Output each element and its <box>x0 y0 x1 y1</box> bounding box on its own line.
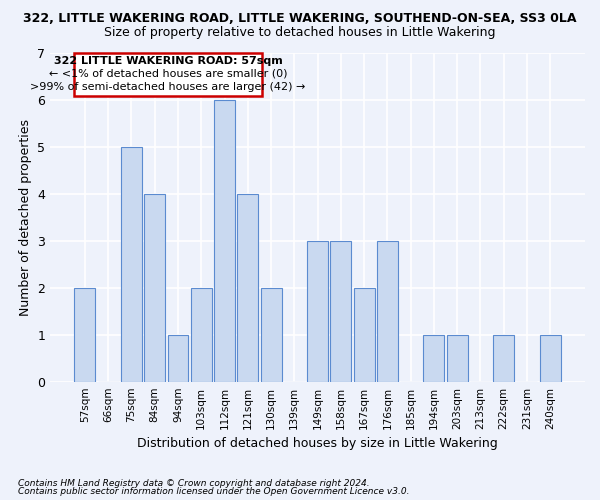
Text: Contains HM Land Registry data © Crown copyright and database right 2024.: Contains HM Land Registry data © Crown c… <box>18 478 370 488</box>
Text: Contains public sector information licensed under the Open Government Licence v3: Contains public sector information licen… <box>18 488 409 496</box>
Bar <box>74 288 95 382</box>
Y-axis label: Number of detached properties: Number of detached properties <box>19 118 32 316</box>
Bar <box>74 52 262 96</box>
Text: 322 LITTLE WAKERING ROAD: 57sqm: 322 LITTLE WAKERING ROAD: 57sqm <box>54 56 283 66</box>
Text: ← <1% of detached houses are smaller (0): ← <1% of detached houses are smaller (0) <box>49 69 287 79</box>
Bar <box>493 334 514 382</box>
Bar <box>144 194 165 382</box>
Bar <box>446 334 467 382</box>
Bar <box>424 334 445 382</box>
Bar <box>540 334 560 382</box>
Bar <box>167 334 188 382</box>
Bar <box>307 240 328 382</box>
Bar <box>238 194 258 382</box>
Text: Size of property relative to detached houses in Little Wakering: Size of property relative to detached ho… <box>104 26 496 39</box>
Bar <box>214 100 235 382</box>
Bar <box>121 146 142 382</box>
Text: 322, LITTLE WAKERING ROAD, LITTLE WAKERING, SOUTHEND-ON-SEA, SS3 0LA: 322, LITTLE WAKERING ROAD, LITTLE WAKERI… <box>23 12 577 26</box>
Text: >99% of semi-detached houses are larger (42) →: >99% of semi-detached houses are larger … <box>31 82 306 92</box>
Bar <box>331 240 352 382</box>
Bar <box>377 240 398 382</box>
Bar <box>260 288 281 382</box>
Bar <box>353 288 374 382</box>
X-axis label: Distribution of detached houses by size in Little Wakering: Distribution of detached houses by size … <box>137 437 498 450</box>
Bar <box>191 288 212 382</box>
